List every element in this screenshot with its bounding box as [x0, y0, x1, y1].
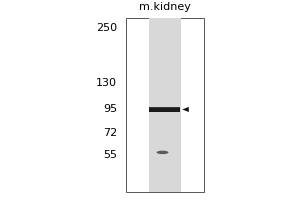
Text: 55: 55 — [103, 150, 117, 160]
Text: 95: 95 — [103, 104, 117, 114]
Bar — [126, 18, 204, 192]
Text: 250: 250 — [96, 23, 117, 33]
Polygon shape — [182, 107, 189, 112]
Bar — [148, 18, 182, 192]
Text: 72: 72 — [103, 128, 117, 138]
Text: 130: 130 — [96, 78, 117, 88]
Ellipse shape — [157, 151, 169, 154]
Text: m.kidney: m.kidney — [139, 2, 191, 12]
Bar — [149, 107, 181, 108]
Bar — [149, 107, 181, 112]
